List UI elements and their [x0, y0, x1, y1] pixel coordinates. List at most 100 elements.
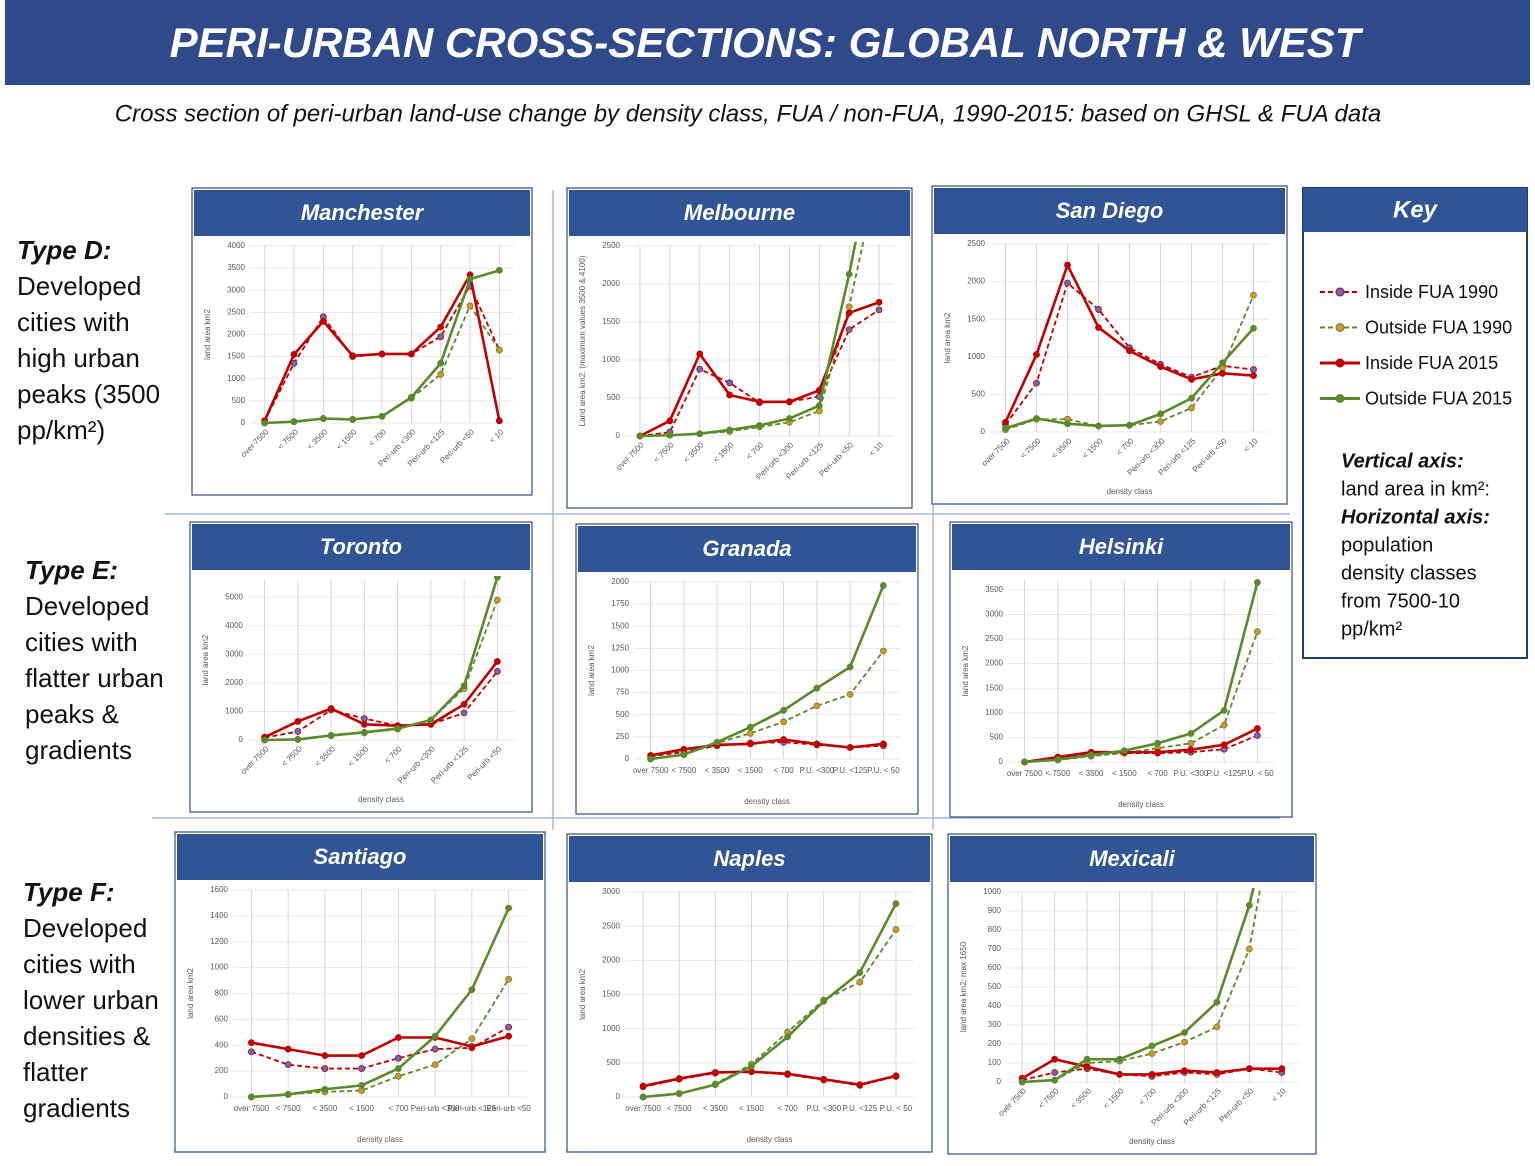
- series-group: [247, 904, 513, 1101]
- y-tick-label: 100: [988, 1058, 1002, 1067]
- data-point: [1250, 372, 1257, 380]
- data-point: [319, 317, 327, 325]
- data-point: [1278, 1065, 1286, 1073]
- y-tick-label: 0: [241, 418, 246, 427]
- data-point: [1051, 1076, 1059, 1084]
- y-tick-label: 4000: [227, 241, 245, 250]
- panel-title: Manchester: [301, 200, 425, 225]
- x-tick-label: < 7500: [667, 1104, 692, 1113]
- y-axis-label: land area km2: [943, 312, 952, 363]
- data-point: [468, 1043, 476, 1050]
- x-tick-label: < 3500: [313, 1104, 338, 1113]
- data-point: [1181, 1029, 1188, 1036]
- data-point: [892, 900, 900, 908]
- data-point: [1188, 375, 1195, 383]
- data-point: [466, 275, 474, 283]
- data-point: [680, 751, 688, 758]
- data-point: [321, 1085, 329, 1093]
- x-tick-label: Peri-urb <300: [411, 1104, 460, 1113]
- panel-border: [931, 185, 1288, 505]
- header-band: [5, 0, 1530, 85]
- y-tick-label: 1000: [985, 708, 1003, 717]
- data-point: [327, 705, 335, 712]
- series-line: [650, 738, 884, 757]
- panel-title-bar: [569, 836, 930, 882]
- data-point: [785, 415, 793, 422]
- data-point: [437, 323, 445, 331]
- x-axis-label: density class: [1118, 800, 1164, 809]
- data-point: [1021, 758, 1029, 766]
- type-desc: cities with: [17, 307, 130, 337]
- y-tick-label: 1250: [611, 643, 629, 652]
- data-point: [746, 723, 754, 731]
- data-point: [748, 1062, 755, 1070]
- y-tick-label: 0: [981, 427, 986, 436]
- y-tick-label: 2000: [225, 678, 243, 687]
- data-point: [1220, 721, 1228, 729]
- data-point: [696, 350, 704, 358]
- x-tick-label: < 700: [388, 1104, 409, 1113]
- type-desc: lower urban: [23, 985, 159, 1015]
- y-axis-label: land area km2: [186, 968, 195, 1019]
- data-point: [1095, 324, 1102, 331]
- key-note: density classes: [1341, 562, 1477, 584]
- y-tick-label: 800: [988, 925, 1002, 934]
- chart-panel: Mexicali 0 100 200 300 400 500 600 700 800 900 1000…: [947, 833, 1317, 1155]
- data-point: [460, 682, 468, 690]
- data-point: [856, 969, 864, 977]
- data-point: [437, 359, 445, 367]
- data-point: [1157, 363, 1164, 370]
- type-desc: Developed: [23, 913, 147, 943]
- data-point: [892, 1072, 900, 1080]
- y-tick-label: 0: [239, 735, 244, 744]
- x-tick-label: over 7500: [625, 1104, 661, 1113]
- key-note: Vertical axis:: [1341, 450, 1464, 472]
- y-tick-label: 1500: [602, 317, 620, 326]
- data-point: [493, 596, 501, 604]
- series-group: [639, 900, 900, 1101]
- y-axis-label: land area km2: [201, 634, 210, 685]
- data-point: [1253, 732, 1261, 739]
- page-title: PERI-URBAN CROSS-SECTIONS: GLOBAL NORTH …: [170, 19, 1364, 66]
- data-point: [394, 1065, 402, 1072]
- data-point: [1219, 369, 1226, 377]
- data-point: [1245, 945, 1253, 953]
- data-point: [378, 412, 386, 420]
- data-point: [726, 391, 734, 399]
- data-point: [247, 1039, 255, 1047]
- y-tick-label: 1400: [210, 911, 228, 920]
- x-tick-label: Peri-urb <125: [448, 1104, 497, 1113]
- data-point: [1250, 291, 1257, 299]
- y-tick-label: 400: [988, 1001, 1002, 1010]
- data-point: [360, 728, 368, 736]
- data-point: [437, 370, 445, 378]
- y-tick-label: 2000: [602, 279, 620, 288]
- data-point: [1187, 730, 1195, 737]
- panel-title: San Diego: [1056, 198, 1164, 223]
- data-point: [1033, 379, 1040, 387]
- data-point: [1018, 1078, 1026, 1086]
- data-point: [349, 352, 357, 360]
- y-tick-label: 1600: [210, 885, 228, 894]
- y-tick-label: 2500: [967, 239, 985, 248]
- data-point: [1148, 1042, 1156, 1050]
- panel-border: [566, 187, 913, 509]
- y-axis-label: land area km2: [578, 969, 587, 1020]
- y-tick-label: 0: [999, 757, 1004, 766]
- x-tick-label: < 1500: [739, 1104, 764, 1113]
- x-axis-label: density class: [747, 1135, 793, 1144]
- panel-title-bar: [950, 836, 1314, 882]
- key-note: land area in km²:: [1341, 478, 1490, 500]
- series-line: [642, 1070, 897, 1088]
- y-tick-label: 2000: [602, 955, 620, 964]
- chart-panel: Granada 0 250 500 750 1000 1250 1500 1750 2000 ove…: [575, 523, 919, 815]
- panel-title: Naples: [713, 846, 785, 871]
- panel-title-bar: [192, 524, 530, 570]
- y-axis-label: land area km2: [961, 645, 970, 696]
- data-point: [1126, 347, 1133, 355]
- y-tick-label: 3000: [225, 649, 243, 658]
- y-tick-label: 2500: [602, 241, 620, 250]
- x-tick-label: P.U. <125: [842, 1104, 877, 1113]
- data-point: [726, 426, 734, 434]
